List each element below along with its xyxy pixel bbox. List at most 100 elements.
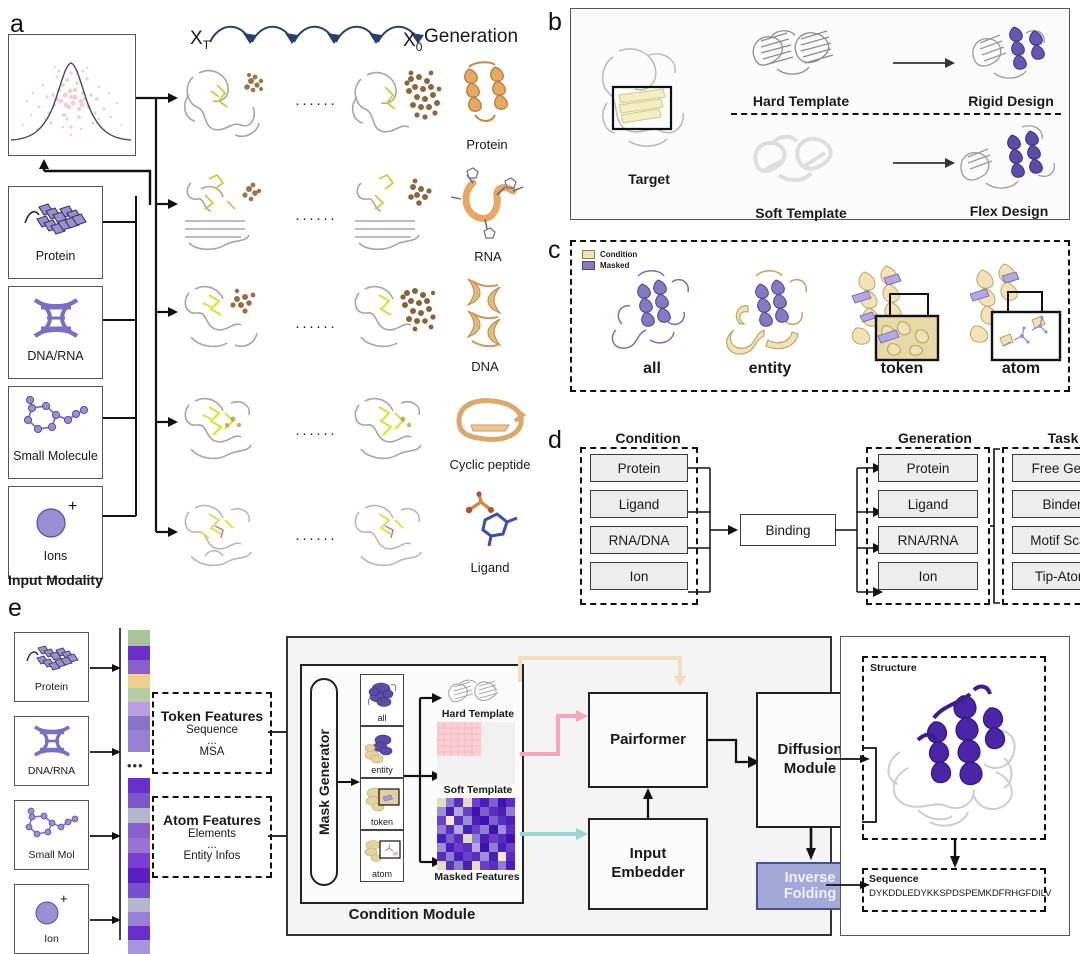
- token-features-line: ...: [207, 734, 217, 747]
- modality-bus-lines: [103, 196, 137, 517]
- modality-small-molecule[interactable]: Small Molecule: [8, 386, 103, 479]
- mask-level-stack: all entity: [360, 674, 404, 882]
- atom-features-line: Entity Infos: [183, 850, 241, 863]
- task-item-free-gen[interactable]: Free Gen.: [1012, 454, 1080, 482]
- masked-features-heatmap: [437, 798, 515, 870]
- task-item-motif-scaff[interactable]: Motif Scaff: [1012, 526, 1080, 554]
- soft-template-label: Soft Template: [755, 205, 847, 221]
- modality-protein[interactable]: Protein: [8, 186, 103, 279]
- mask-level-entity[interactable]: entity: [360, 726, 404, 778]
- row-ellipsis: ······: [295, 530, 337, 547]
- condition-item-ligand[interactable]: Ligand: [590, 490, 688, 518]
- mask-level-atom[interactable]: atom: [360, 830, 404, 882]
- diffusion-start-label: XT: [190, 28, 211, 52]
- diffusion-row-ligand: ······: [175, 488, 535, 593]
- diffusion-row-rna: ······: [175, 165, 535, 270]
- input-small-mol[interactable]: Small Mol: [14, 800, 89, 870]
- panel-e-inputs: Protein DNA/RNA: [14, 632, 89, 954]
- generation-item-ion[interactable]: Ion: [878, 562, 978, 590]
- modality-label: Ions: [43, 549, 68, 563]
- diffusion-label-line2: Module: [783, 760, 837, 777]
- input-label: Protein: [34, 681, 69, 693]
- input-ion[interactable]: + Ion: [14, 884, 89, 954]
- modality-ions[interactable]: + Ions: [8, 486, 103, 579]
- modality-label: DNA/RNA: [27, 349, 84, 363]
- structure-box: Structure: [862, 656, 1046, 840]
- noisy-structure-xt: [184, 397, 252, 460]
- hard-template-label: Hard Template: [752, 93, 850, 109]
- panel-d-letter: d: [548, 426, 562, 454]
- legend-item-masked: Masked: [582, 261, 637, 270]
- condition-item-ion[interactable]: Ion: [590, 562, 688, 590]
- feature-cell: [128, 778, 150, 793]
- condition-group-box: [580, 447, 698, 605]
- input-protein[interactable]: Protein: [14, 632, 89, 702]
- mask-level-label-all: all: [643, 360, 661, 377]
- arrow-modality-to-noise: [39, 159, 152, 205]
- pairformer-module[interactable]: Pairformer: [588, 692, 708, 788]
- task-item-binder[interactable]: Binder: [1012, 490, 1080, 518]
- mask-level-all[interactable]: all: [360, 674, 404, 726]
- maskgen-to-levels-arrow: [338, 778, 360, 786]
- denoised-structure-x0: [354, 504, 422, 567]
- item-label: Protein: [617, 460, 661, 476]
- modality-dna-rna[interactable]: DNA/RNA: [8, 286, 103, 379]
- soft-template-structure: [753, 134, 833, 182]
- condition-item-rna-dna[interactable]: RNA/DNA: [590, 526, 688, 554]
- denoised-structure-x0: [354, 397, 422, 460]
- dna-double-helix-icon: [9, 287, 102, 349]
- token-features-line: Sequence: [186, 723, 238, 736]
- feature-cell: [128, 660, 150, 674]
- token-features-box: Token Features Sequence ... MSA: [152, 692, 272, 774]
- input-embedder-module[interactable]: Input Embedder: [588, 818, 708, 910]
- panel-c-legend: Condition Masked: [582, 250, 637, 270]
- condition-item-protein[interactable]: Protein: [590, 454, 688, 482]
- panel-b-letter: b: [548, 8, 562, 36]
- target-label: Target: [628, 171, 670, 187]
- panel-a: a: [0, 0, 540, 600]
- row-ellipsis: ······: [295, 95, 337, 112]
- mask-level-token-structure: [851, 265, 940, 362]
- mask-level-label: all: [377, 713, 387, 723]
- row-output-label: Ligand: [470, 560, 510, 575]
- soft-template-thumb-label: Soft Template: [443, 784, 513, 796]
- generation-group-title: Generation: [898, 430, 972, 446]
- feature-cell: [128, 898, 150, 912]
- mask-level-label: token: [370, 817, 394, 827]
- modality-label: Protein: [35, 249, 76, 263]
- denoised-structure-x0: [354, 285, 436, 348]
- item-label: Ligand: [618, 496, 660, 512]
- mask-generator-label: Mask Generator: [316, 729, 332, 835]
- item-label: RNA/RNA: [897, 532, 959, 548]
- modality-label: Small Molecule: [13, 449, 98, 463]
- generated-ligand-molecule: [465, 491, 518, 547]
- generation-item-protein[interactable]: Protein: [878, 454, 978, 482]
- task-item-tip-atom[interactable]: Tip-Atom: [1012, 562, 1080, 590]
- binding-box[interactable]: Binding: [740, 514, 836, 546]
- soft-template-arrow: [893, 158, 955, 168]
- generation-item-ligand[interactable]: Ligand: [878, 490, 978, 518]
- token-features-line: MSA: [199, 746, 225, 759]
- feature-cell: [128, 838, 150, 853]
- task-group-title: Task: [1047, 430, 1079, 446]
- small-molecule-graph-icon: [15, 801, 88, 849]
- noisy-structure-xt: [185, 173, 262, 251]
- input-dna-rna[interactable]: DNA/RNA: [14, 716, 89, 786]
- mask-generator[interactable]: Mask Generator: [310, 678, 338, 886]
- feature-cell: [128, 688, 150, 702]
- feature-cell: [128, 630, 150, 646]
- item-label: Tip-Atom: [1034, 568, 1080, 584]
- noisy-structure-xt: [184, 504, 252, 567]
- condition-routing-lines: [518, 656, 686, 840]
- legend-label-masked: Masked: [600, 261, 630, 270]
- row-output-label: RNA: [474, 249, 502, 264]
- generation-item-rna-rna[interactable]: RNA/RNA: [878, 526, 978, 554]
- hard-template-thumb: [448, 679, 499, 703]
- row-output-label: DNA: [471, 359, 499, 374]
- atom-features-title: Atom Features: [162, 811, 262, 828]
- panel-c: Condition Masked all: [570, 240, 1070, 392]
- sequence-title: Sequence: [869, 873, 919, 885]
- mask-level-token[interactable]: token: [360, 778, 404, 830]
- ion-sphere-plus-icon: +: [9, 487, 102, 549]
- hard-template-structure: [752, 30, 834, 75]
